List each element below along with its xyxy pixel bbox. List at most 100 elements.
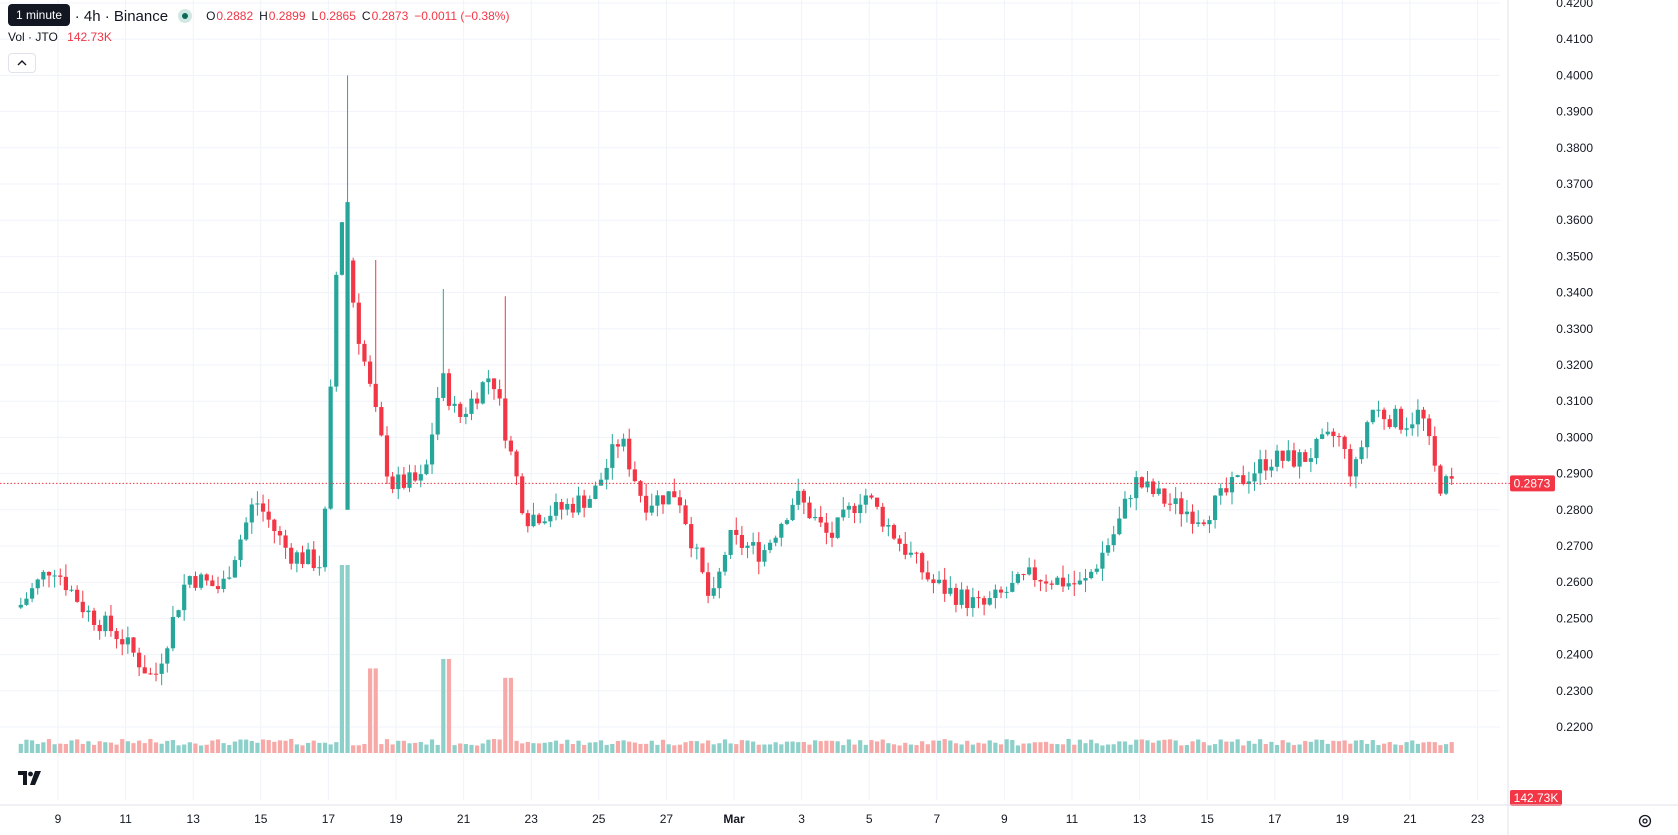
candle-body (18, 604, 23, 608)
volume-bar (796, 742, 801, 753)
volume-bar (1117, 741, 1122, 753)
candle-body (1241, 475, 1246, 485)
candle-body (970, 597, 975, 609)
candle-body (1173, 498, 1178, 505)
gear-icon[interactable] (1636, 812, 1654, 830)
candle-body (925, 572, 930, 580)
candle-body (745, 545, 750, 548)
volume-bar (1365, 743, 1370, 753)
candle-body (767, 542, 773, 551)
volume-bar (1077, 739, 1082, 753)
symbol-legend[interactable]: TetherUS · 4h · Binance O 0.2882 H 0.2899 … (8, 6, 509, 26)
candle-body (705, 572, 711, 596)
volume-bar (852, 744, 857, 753)
volume-label: Vol · JTO (8, 30, 58, 44)
time-tick-label: 17 (1268, 812, 1282, 826)
price-tick-label: 0.3500 (1556, 249, 1593, 263)
candle-body (897, 538, 902, 544)
candle-body (779, 523, 784, 538)
time-tick-label: 9 (1001, 812, 1008, 826)
candle-body (24, 598, 29, 605)
last-price-label: 0.2873 (1514, 476, 1551, 490)
chevron-up-icon (17, 60, 27, 66)
candle-body (1258, 459, 1263, 474)
volume-bar (1432, 742, 1437, 753)
volume-bar (97, 741, 102, 753)
volume-bar (559, 743, 564, 753)
volume-bar (1246, 740, 1251, 753)
volume-bar (801, 741, 806, 753)
candle-body (272, 519, 277, 532)
candle-body (52, 575, 57, 577)
candle-body (441, 373, 446, 398)
volume-bar (63, 743, 68, 753)
candle-body (463, 413, 468, 417)
volume-bar (390, 744, 395, 753)
volume-bar (677, 744, 683, 753)
candle-body (148, 673, 153, 675)
volume-bar (75, 739, 80, 753)
tradingview-logo-icon[interactable] (12, 764, 48, 792)
price-tick-label: 0.3800 (1556, 141, 1593, 155)
candle-body (948, 587, 953, 594)
candle-body (1438, 465, 1443, 494)
volume-bar (137, 740, 142, 753)
candle-body (818, 516, 823, 523)
market-status-icon[interactable] (178, 9, 193, 23)
volume-bar (1303, 741, 1308, 753)
candle-body (35, 579, 40, 589)
volume-bar (458, 743, 463, 753)
time-tick-label: 15 (254, 812, 268, 826)
volume-bar (1427, 741, 1432, 753)
volume-bar (880, 739, 885, 753)
candle-body (97, 624, 102, 632)
volume-bar (165, 740, 170, 753)
volume-bar (1263, 744, 1268, 753)
candle-body (1072, 583, 1077, 585)
candle-body (553, 502, 559, 516)
volume-bar (914, 745, 919, 753)
collapse-legend-button[interactable] (8, 53, 36, 73)
volume-bar (627, 741, 632, 753)
volume-bar (655, 744, 660, 753)
candle-body (801, 490, 806, 503)
volume-bar (1111, 744, 1116, 753)
volume-bar (824, 740, 829, 753)
candle-body (1246, 481, 1251, 485)
change-value: −0.0011 (−0.38%) (414, 9, 510, 23)
candle-body (227, 577, 232, 579)
volume-bar (790, 741, 795, 753)
volume-bar (182, 744, 187, 753)
candle-body (215, 586, 221, 590)
candle-body (63, 576, 68, 591)
volume-legend[interactable]: Vol · JTO 142.73K (8, 30, 112, 44)
candle-body (1274, 450, 1280, 467)
candle-body (165, 648, 170, 664)
volume-bar (818, 741, 823, 753)
candle-body (734, 529, 739, 535)
volume-bar (379, 744, 384, 753)
candle-body (1415, 409, 1420, 425)
price-tick-label: 0.2500 (1556, 611, 1593, 625)
volume-bar (475, 745, 480, 753)
candle-body (717, 571, 722, 589)
candle-body (413, 472, 418, 481)
candle-body (1303, 452, 1308, 462)
volume-bar (384, 739, 390, 753)
last-price-badge (1510, 475, 1555, 492)
candle-body (751, 542, 756, 546)
candle-body (1229, 477, 1235, 493)
volume-bar (1100, 745, 1105, 753)
candle-body (1235, 475, 1240, 478)
candle-body (114, 631, 119, 640)
volume-bar (86, 741, 91, 753)
candle-body (198, 574, 204, 588)
candle-body (756, 542, 761, 562)
volume-bar (1235, 739, 1240, 753)
volume-bar (1151, 742, 1156, 753)
volume-bar (621, 740, 626, 753)
candle-body (683, 505, 688, 525)
volume-bar (1308, 741, 1313, 753)
